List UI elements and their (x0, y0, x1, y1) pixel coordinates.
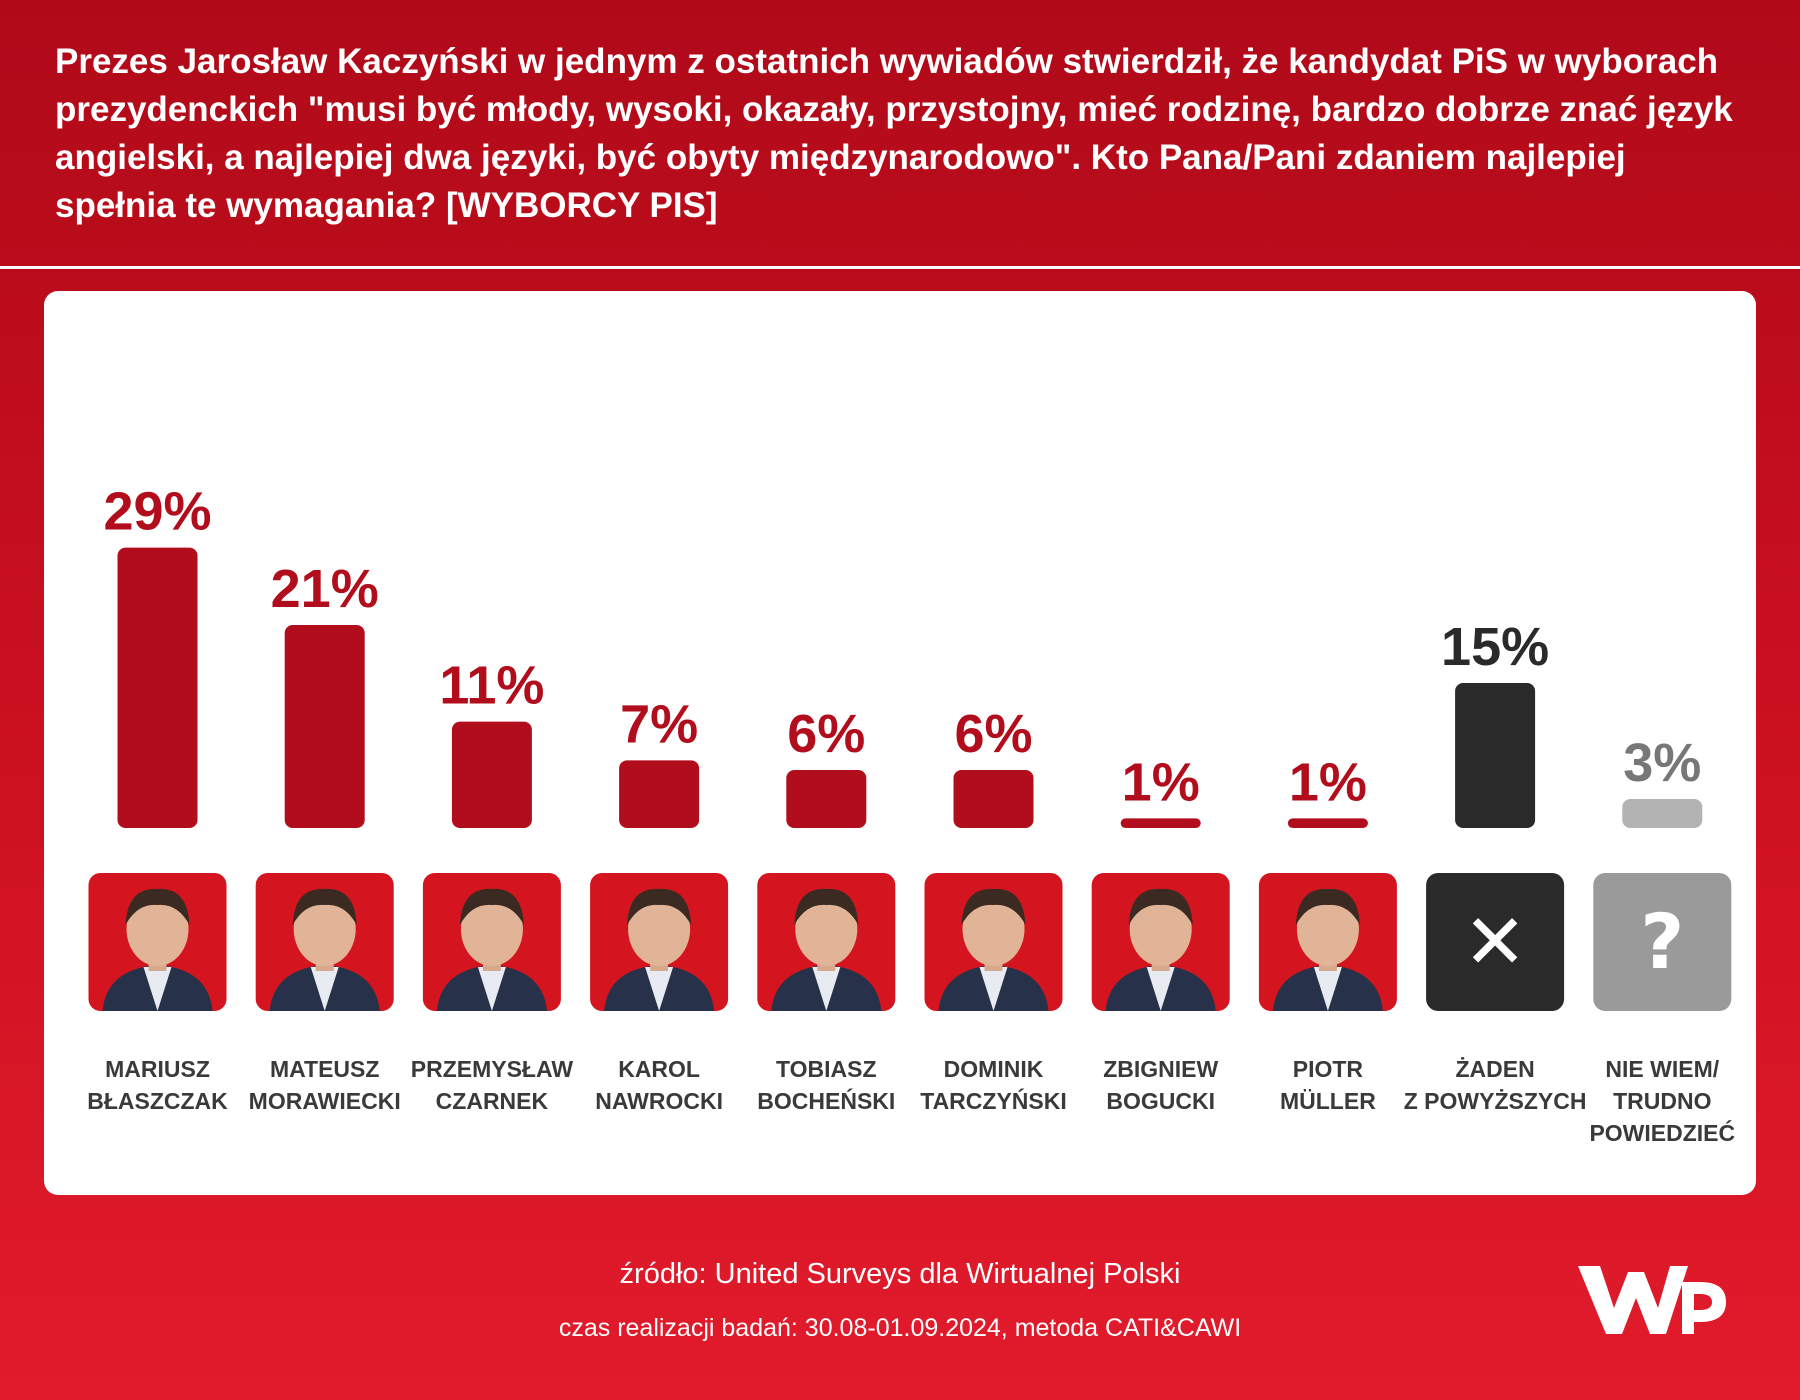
bar-7 (1287, 818, 1368, 828)
portrait-5 (924, 873, 1063, 1011)
category-label-4-1: BOCHEŃSKI (757, 1087, 895, 1114)
category-label-1-0: MATEUSZ (270, 1056, 379, 1082)
svg-text:✕: ✕ (1463, 897, 1527, 986)
category-label-7-1: MÜLLER (1280, 1088, 1376, 1114)
value-label-0: 29% (103, 482, 211, 542)
x-mark-icon: ✕ (1426, 873, 1565, 1011)
value-label-6: 1% (1122, 752, 1200, 812)
value-label-8: 15% (1441, 617, 1549, 677)
wp-logo (1578, 1266, 1726, 1334)
category-label-8-0: ŻADEN (1455, 1056, 1534, 1082)
bar-6 (1120, 818, 1201, 828)
chart-title: Prezes Jarosław Kaczyński w jednym z ost… (55, 42, 1733, 225)
category-label-5-1: TARCZYŃSKI (920, 1087, 1067, 1114)
category-label-8-1: Z POWYŻSZYCH (1404, 1088, 1587, 1114)
bar-1 (284, 625, 365, 828)
value-label-4: 6% (787, 704, 865, 764)
portrait-1 (255, 873, 394, 1011)
portrait-3 (590, 873, 729, 1011)
category-label-3-1: NAWROCKI (595, 1088, 723, 1114)
bar-4 (786, 770, 867, 828)
value-label-3: 7% (620, 694, 698, 754)
value-label-1: 21% (271, 559, 379, 619)
category-label-6-0: ZBIGNIEW (1103, 1056, 1218, 1082)
category-label-5-0: DOMINIK (944, 1056, 1044, 1082)
portrait-7 (1258, 873, 1397, 1011)
value-label-9: 3% (1623, 733, 1701, 793)
category-label-0-0: MARIUSZ (105, 1056, 210, 1082)
category-label-0-1: BŁASZCZAK (87, 1088, 228, 1114)
wp-logo-p (1682, 1282, 1726, 1334)
footer-source: źródło: United Surveys dla Wirtualnej Po… (619, 1258, 1181, 1290)
bar-9 (1622, 799, 1703, 828)
category-label-6-1: BOGUCKI (1106, 1088, 1215, 1114)
bar-0 (117, 547, 198, 828)
category-label-9-1: TRUDNO (1613, 1088, 1711, 1114)
category-label-9-2: POWIEDZIEĆ (1589, 1119, 1735, 1146)
bar-8 (1455, 683, 1536, 828)
header-divider (0, 266, 1800, 269)
bar-3 (619, 760, 700, 828)
bar-chart: 29% MARIUSZ BŁASZCZAK 21% MATEUSZ MORAWIECKI 1… (87, 482, 1735, 1146)
value-label-7: 1% (1289, 752, 1367, 812)
category-label-2-1: CZARNEK (436, 1088, 549, 1114)
category-label-7-0: PIOTR (1293, 1056, 1364, 1082)
category-label-4-0: TOBIASZ (776, 1056, 877, 1082)
bar-5 (953, 770, 1034, 828)
bar-2 (451, 721, 532, 828)
category-label-2-0: PRZEMYSŁAW (411, 1056, 574, 1082)
chart-card: 29% MARIUSZ BŁASZCZAK 21% MATEUSZ MORAWIECKI 1… (44, 291, 1756, 1195)
category-label-1-1: MORAWIECKI (249, 1088, 401, 1114)
portrait-2 (422, 873, 561, 1011)
portrait-4 (757, 873, 896, 1011)
portrait-6 (1091, 873, 1230, 1011)
value-label-5: 6% (954, 704, 1032, 764)
category-label-3-0: KAROL (618, 1056, 700, 1082)
portrait-0 (88, 873, 227, 1011)
wp-logo-w (1578, 1266, 1688, 1334)
category-label-9-0: NIE WIEM/ (1605, 1056, 1719, 1082)
header: Prezes Jarosław Kaczyński w jednym z ost… (0, 0, 1800, 266)
footer-date: czas realizacji badań: 30.08-01.09.2024,… (558, 1314, 1242, 1342)
svg-text:?: ? (1640, 897, 1684, 986)
question-mark-icon: ? (1593, 873, 1732, 1011)
value-label-2: 11% (439, 656, 544, 716)
